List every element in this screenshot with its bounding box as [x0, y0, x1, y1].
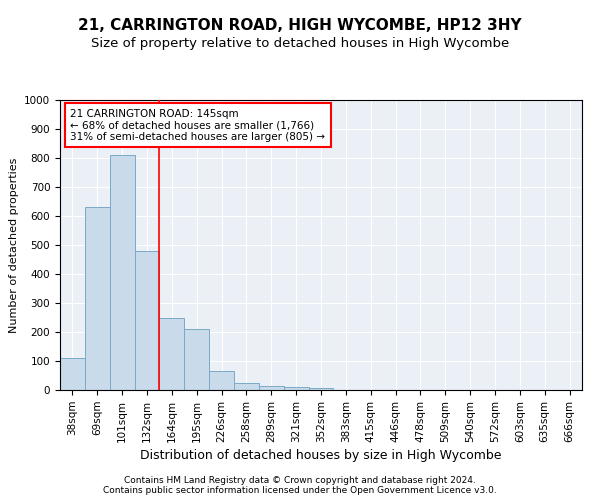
- Bar: [60, 358, 85, 390]
- Bar: [234, 383, 259, 390]
- Bar: [308, 388, 334, 390]
- Y-axis label: Number of detached properties: Number of detached properties: [8, 158, 19, 332]
- Bar: [209, 371, 234, 390]
- Bar: [110, 155, 134, 390]
- X-axis label: Distribution of detached houses by size in High Wycombe: Distribution of detached houses by size …: [140, 449, 502, 462]
- Bar: [259, 386, 284, 390]
- Text: 21, CARRINGTON ROAD, HIGH WYCOMBE, HP12 3HY: 21, CARRINGTON ROAD, HIGH WYCOMBE, HP12 …: [78, 18, 522, 32]
- Text: 21 CARRINGTON ROAD: 145sqm
← 68% of detached houses are smaller (1,766)
31% of s: 21 CARRINGTON ROAD: 145sqm ← 68% of deta…: [70, 108, 325, 142]
- Bar: [160, 318, 184, 390]
- Bar: [85, 208, 110, 390]
- Text: Contains HM Land Registry data © Crown copyright and database right 2024.
Contai: Contains HM Land Registry data © Crown c…: [103, 476, 497, 495]
- Bar: [134, 251, 160, 390]
- Text: Size of property relative to detached houses in High Wycombe: Size of property relative to detached ho…: [91, 38, 509, 51]
- Bar: [184, 329, 209, 390]
- Bar: [284, 387, 308, 390]
